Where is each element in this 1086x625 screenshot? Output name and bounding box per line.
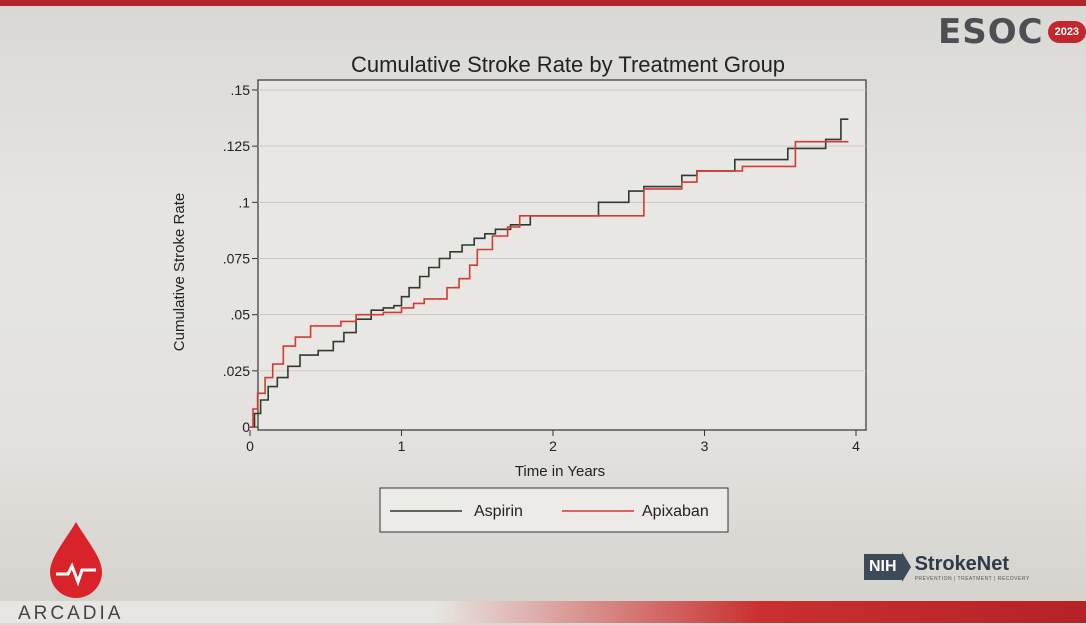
slide-top-bar xyxy=(0,0,1086,6)
y-tick-label: .1 xyxy=(238,194,250,210)
y-tick-label: .125 xyxy=(223,138,250,154)
y-tick-label: .15 xyxy=(231,82,251,98)
series-line-apixaban xyxy=(250,140,849,428)
legend: Aspirin Apixaban xyxy=(379,487,729,533)
arcadia-logo: ARCADIA xyxy=(18,520,138,624)
y-tick-label: .05 xyxy=(231,307,251,323)
legend-label-aspirin: Aspirin xyxy=(474,503,523,520)
y-tick-label: .025 xyxy=(223,363,250,379)
x-tick-label: 1 xyxy=(398,438,406,454)
x-tick-label: 2 xyxy=(549,438,557,454)
plot-area xyxy=(257,79,867,431)
x-tick-label: 3 xyxy=(701,438,709,454)
blood-drop-icon xyxy=(50,522,102,598)
legend-box xyxy=(379,487,729,533)
legend-label-apixaban: Apixaban xyxy=(642,503,709,520)
chevron-right-icon xyxy=(901,552,911,582)
y-tick-label: .075 xyxy=(223,251,250,267)
strokenet-logo: NIH StrokeNet PREVENTION | TREATMENT | R… xyxy=(864,552,1030,582)
series-line-aspirin xyxy=(250,118,849,428)
esoc-logo-text: ESOC xyxy=(938,12,1044,52)
arcadia-logo-text: ARCADIA xyxy=(18,603,124,624)
esoc-year-badge: 2023 xyxy=(1047,21,1086,43)
chart-title: Cumulative Stroke Rate by Treatment Grou… xyxy=(351,52,785,77)
slide-bottom-bar xyxy=(0,601,1086,623)
strokenet-name: StrokeNet xyxy=(914,552,1010,575)
esoc-logo: ESOC 2023 xyxy=(938,12,1086,52)
x-tick-label: 0 xyxy=(246,438,254,454)
y-axis-title: Cumulative Stroke Rate xyxy=(171,193,188,351)
x-tick-label: 4 xyxy=(852,438,860,454)
strokenet-tagline: PREVENTION | TREATMENT | RECOVERY xyxy=(914,575,1030,582)
y-tick-label: 0 xyxy=(242,419,250,435)
nih-logo-text: NIH xyxy=(864,554,902,580)
x-axis-title: Time in Years xyxy=(515,463,605,480)
